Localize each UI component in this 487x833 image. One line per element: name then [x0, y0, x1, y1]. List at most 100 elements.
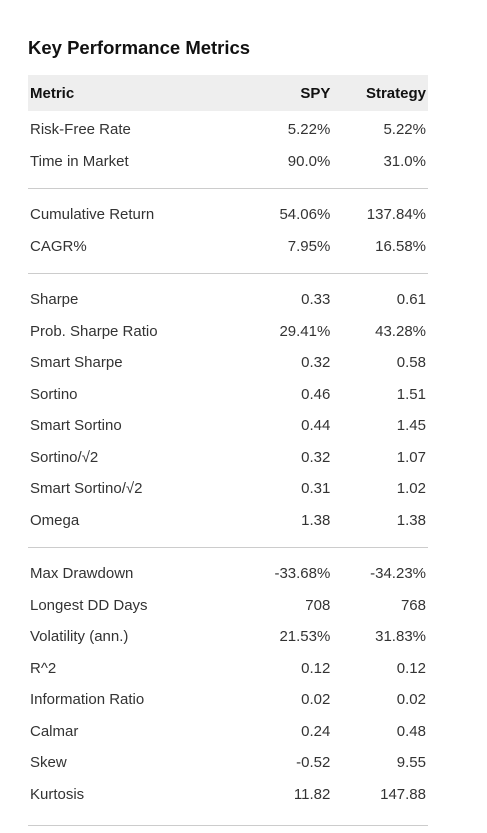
table-row: Time in Market 90.0% 31.0% [28, 146, 428, 178]
table-row: Max Drawdown -33.68% -34.23% [28, 558, 428, 590]
strategy-value: 0.12 [396, 659, 426, 677]
strategy-value: 43.28% [375, 322, 426, 340]
table-row: Cumulative Return 54.06% 137.84% [28, 199, 428, 231]
group-separator [28, 262, 428, 284]
table-row: Omega 1.38 1.38 [28, 505, 428, 537]
metric-name: Smart Sortino [30, 417, 122, 435]
table-row: Calmar 0.24 0.48 [28, 716, 428, 748]
divider [28, 188, 428, 189]
strategy-value: 31.83% [375, 628, 426, 646]
strategy-value: 147.88 [380, 785, 426, 803]
table-row: CAGR% 7.95% 16.58% [28, 231, 428, 263]
strategy-value: 768 [400, 596, 426, 614]
metric-name: Sortino/√2 [30, 448, 99, 466]
spy-value: 7.95% [287, 237, 331, 255]
spy-value: 29.41% [279, 322, 331, 340]
divider [28, 547, 428, 548]
metric-name: Cumulative Return [30, 206, 155, 224]
metrics-panel: Key Performance Metrics Metric SPY Strat… [28, 36, 428, 826]
metric-name: Calmar [30, 722, 79, 740]
metric-name: Sortino [30, 385, 78, 403]
table-row: Smart Sharpe 0.32 0.58 [28, 347, 428, 379]
metric-name: R^2 [30, 659, 57, 677]
end-cell [28, 810, 428, 826]
spy-value: 90.0% [287, 152, 331, 170]
metric-name: Smart Sortino/√2 [30, 480, 143, 498]
metric-name: Max Drawdown [30, 565, 134, 583]
spy-value: 0.32 [301, 354, 331, 372]
table-row: Information Ratio 0.02 0.02 [28, 684, 428, 716]
spy-value: 708 [305, 596, 331, 614]
page-title: Key Performance Metrics [28, 37, 251, 58]
table-row: Prob. Sharpe Ratio 29.41% 43.28% [28, 316, 428, 348]
column-header-strategy: Strategy [365, 84, 426, 102]
spy-value: 11.82 [293, 785, 331, 803]
table-header: Metric SPY Strategy [28, 75, 428, 111]
table-row: Sortino/√2 0.32 1.07 [28, 442, 428, 474]
spy-value: 0.32 [301, 448, 331, 466]
strategy-value: 31.0% [383, 152, 426, 170]
spy-value: -33.68% [274, 565, 331, 583]
strategy-value: 0.02 [396, 691, 426, 709]
spy-value: 0.33 [301, 291, 331, 309]
table-row: Smart Sortino 0.44 1.45 [28, 410, 428, 442]
strategy-value: 1.07 [396, 448, 426, 466]
table-row: Sortino 0.46 1.51 [28, 379, 428, 411]
metric-name: CAGR% [30, 237, 87, 255]
strategy-value: 1.51 [396, 385, 426, 403]
strategy-value: 0.61 [396, 291, 426, 309]
column-header-spy: SPY [300, 84, 331, 102]
strategy-value: 16.58% [375, 237, 426, 255]
strategy-value: 137.84% [366, 206, 426, 224]
table-body: Risk-Free Rate 5.22% 5.22% Time in Market 90… [28, 111, 428, 826]
divider [28, 825, 428, 826]
separator-cell [28, 177, 428, 199]
table-end [28, 810, 428, 826]
spy-value: 0.31 [301, 480, 331, 498]
metric-name: Volatility (ann.) [30, 628, 129, 646]
spy-value: 21.53% [279, 628, 331, 646]
table-row: R^2 0.12 0.12 [28, 653, 428, 685]
table-row: Risk-Free Rate 5.22% 5.22% [28, 114, 428, 146]
metric-name: Time in Market [30, 152, 129, 170]
table-row: Longest DD Days 708 768 [28, 590, 428, 622]
metric-name: Information Ratio [30, 691, 145, 709]
spy-value: 5.22% [287, 121, 331, 139]
metrics-table: Metric SPY Strategy Risk-Free Rate 5.22% 5… [28, 75, 428, 826]
table-row: Kurtosis 11.82 147.88 [28, 779, 428, 811]
metric-name: Risk-Free Rate [30, 121, 131, 139]
spy-value: 0.44 [301, 417, 331, 435]
group-separator [28, 536, 428, 558]
strategy-value: 0.58 [396, 354, 426, 372]
strategy-value: 1.38 [396, 511, 426, 529]
spy-value: 1.38 [301, 511, 331, 529]
strategy-value: 9.55 [396, 754, 426, 772]
spy-value: 54.06% [279, 206, 331, 224]
metric-name: Skew [30, 754, 67, 772]
spy-value: 0.02 [301, 691, 331, 709]
table-row: Smart Sortino/√2 0.31 1.02 [28, 473, 428, 505]
table-row: Sharpe 0.33 0.61 [28, 284, 428, 316]
metric-name: Smart Sharpe [30, 354, 123, 372]
spy-value: 0.12 [301, 659, 331, 677]
strategy-value: 1.02 [396, 480, 426, 498]
spy-value: 0.24 [301, 722, 331, 740]
spy-value: -0.52 [296, 754, 331, 772]
spy-value: 0.46 [301, 385, 331, 403]
group-separator [28, 177, 428, 199]
metric-name: Omega [30, 511, 80, 529]
metric-name: Sharpe [30, 291, 79, 309]
metric-name: Prob. Sharpe Ratio [30, 322, 158, 340]
strategy-value: 1.45 [396, 417, 426, 435]
strategy-value: 0.48 [396, 722, 426, 740]
separator-cell [28, 536, 428, 558]
separator-cell [28, 262, 428, 284]
strategy-value: -34.23% [370, 565, 426, 583]
column-header-metric: Metric [30, 84, 75, 102]
strategy-value: 5.22% [383, 121, 426, 139]
metric-name: Kurtosis [30, 785, 85, 803]
divider [28, 273, 428, 274]
header-row: Metric SPY Strategy [28, 75, 428, 111]
table-row: Volatility (ann.) 21.53% 31.83% [28, 621, 428, 653]
table-row: Skew -0.52 9.55 [28, 747, 428, 779]
